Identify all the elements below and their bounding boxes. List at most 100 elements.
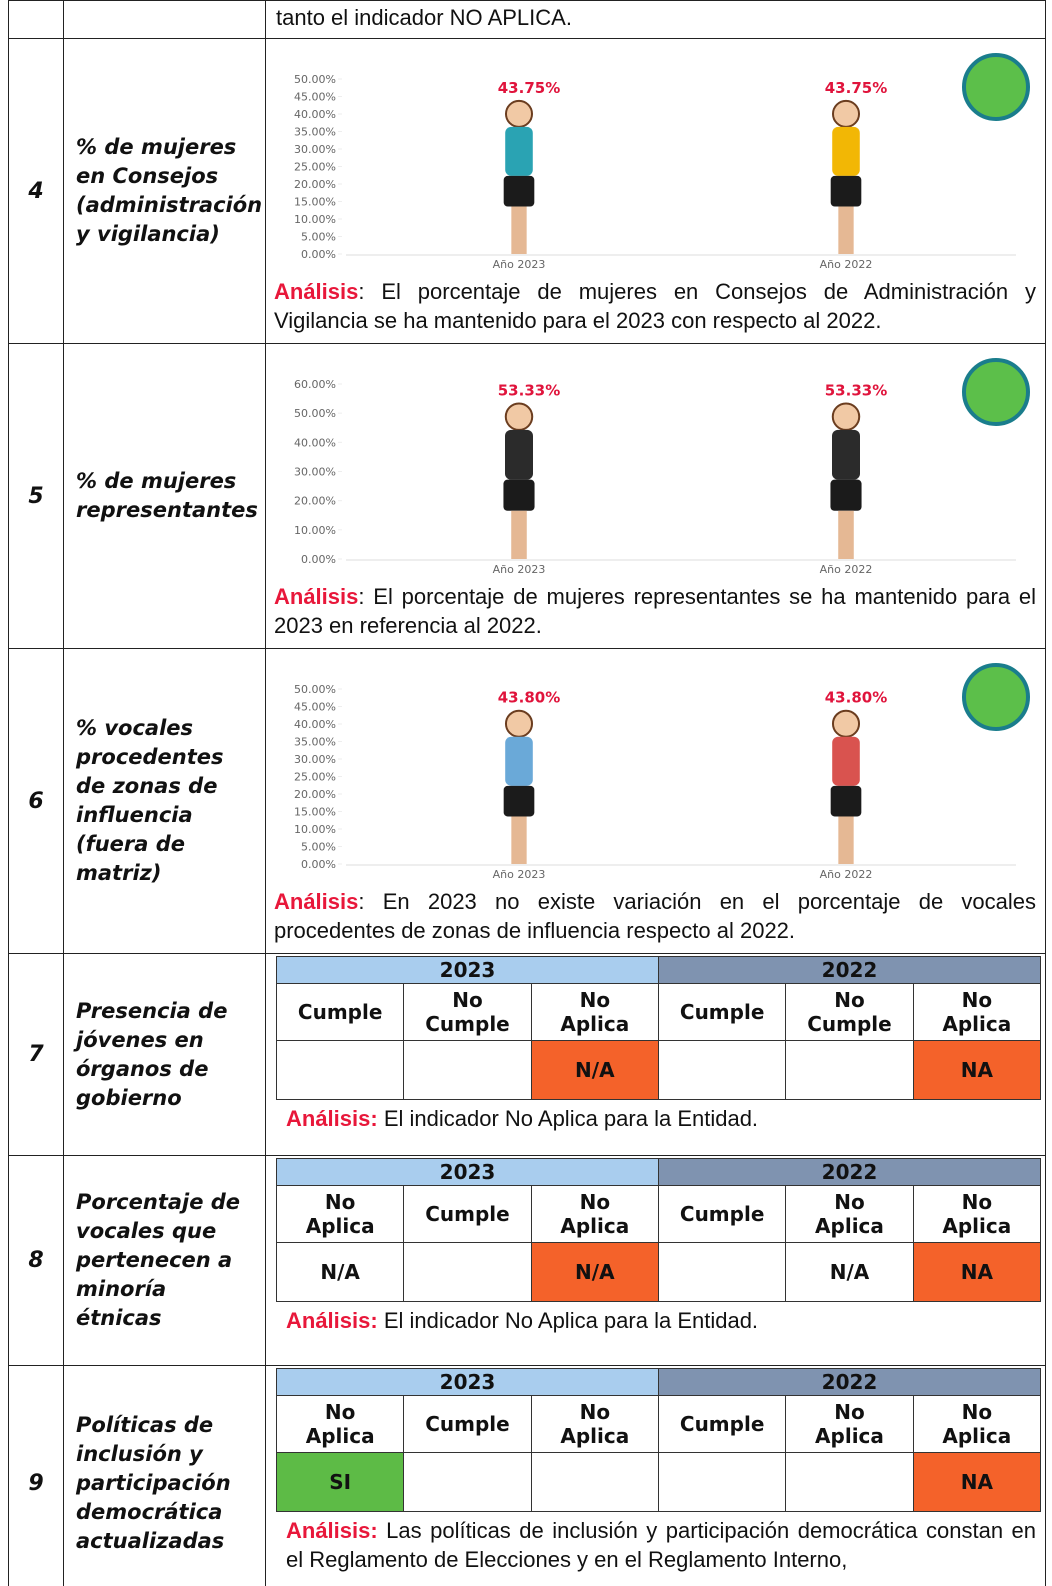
indicator-cell: Porcentaje de vocales que pertenecen a m… [63,1155,266,1366]
y-tick-label: 20.00% [294,495,336,508]
figure-legs [838,816,854,864]
indicator-cell: % vocales procedentes de zonas de influe… [63,648,266,954]
y-tick-label: 20.00% [294,178,336,191]
column-header: No Aplica [912,1395,1042,1453]
analysis: Análisis: Las políticas de inclusión y p… [286,1516,1036,1574]
status-indicator [962,358,1030,426]
column-header: No Aplica [530,983,659,1041]
header-text: Cumple [297,1000,383,1024]
number-cell: 7 [8,953,64,1156]
figure-skirt [503,785,535,817]
year-header: 2022 [657,956,1042,984]
column-header: No Aplica [275,1395,405,1453]
analysis: Análisis: El indicador No Aplica para la… [286,1306,1036,1335]
value-cell: N/A [530,1040,659,1100]
y-tick-label: 25.00% [294,771,336,784]
row-number: 6 [28,788,44,814]
x-tick-label: Año 2022 [820,563,873,576]
header-row: Cumple No Cumple No Aplica Cumple No Cumple N… [275,983,1042,1041]
analysis-text: : El porcentaje de mujeres representante… [274,584,1036,638]
column-header: No Aplica [530,1185,659,1243]
year-header: 2022 [657,1368,1042,1396]
header-text: No Aplica [942,988,1012,1036]
header-text: No Aplica [560,1190,630,1238]
y-tick-label: 15.00% [294,806,336,819]
value-label: 43.80% [498,689,560,707]
figure-skirt [503,479,535,511]
column-header: No Cumple [785,983,914,1041]
indicator-cell: % de mujeres en Consejos (administración… [63,38,266,344]
content-cell: 0.00% 5.00% 10.00% 15.00% 20.00% 25.00% 30.00%… [265,38,1046,344]
figure-head [831,99,861,128]
content-text: tanto el indicador NO APLICA. [276,5,572,30]
row-number: 9 [28,1470,44,1496]
value-cell [403,1040,532,1100]
indicator-cell [63,0,266,39]
number-cell: 4 [8,38,64,344]
x-tick-label: Año 2022 [820,258,873,271]
chart: 0.00% 5.00% 10.00% 15.00% 20.00% 25.00% 30.00%… [294,663,1030,881]
analysis-label: Análisis [274,584,359,609]
year-row: 2023 2022 [276,1368,1042,1396]
row-number: 8 [28,1248,44,1273]
chart: 0.00% 10.00% 20.00% 30.00% 40.00% 50.00% 60.00… [294,358,1030,576]
y-tick-label: 0.00% [301,248,336,261]
y-tick-label: 30.00% [294,466,336,479]
y-tick-label: 35.00% [294,736,336,749]
value-label: 43.80% [825,689,887,707]
chart: 0.00% 5.00% 10.00% 15.00% 20.00% 25.00% 30.00%… [294,53,1030,271]
status-table: 2023 2022 No Aplica Cumple No Aplica Cumple No… [275,1368,1042,1512]
y-tick-label: 30.00% [294,143,336,156]
column-header: No Aplica [912,983,1042,1041]
y-tick-label: 5.00% [301,841,336,854]
content-cell: 2023 2022 Cumple No Cumple No Aplica Cumple No… [265,953,1046,1156]
y-tick-label: 60.00% [294,378,336,391]
header-text: No Aplica [815,1190,884,1238]
figure-skirt [830,175,862,207]
y-tick-label: 50.00% [294,683,336,696]
column-header: No Aplica [275,1185,405,1243]
figure-body [505,736,533,786]
column-header: No Cumple [403,983,532,1041]
header-text: No Aplica [560,1400,630,1448]
header-text: Cumple [679,1412,765,1436]
analysis-label: Análisis [274,889,359,914]
value-cell [657,1452,787,1512]
y-tick-label: 45.00% [294,91,336,104]
year-row: 2023 2022 [276,1158,1042,1186]
value-label: 53.33% [498,381,560,399]
value-row: SI NA [275,1452,1042,1512]
pictograph [503,402,535,559]
column-header: Cumple [657,1185,787,1243]
figure-head [504,402,534,431]
column-header: No Aplica [530,1395,659,1453]
number-cell: 6 [8,648,64,954]
analysis-label: Análisis: [286,1106,378,1131]
analysis-text: El indicador No Aplica para la Entidad. [377,1106,759,1131]
figure-skirt [503,175,535,207]
status-table: 2023 2022 No Aplica Cumple No Aplica Cumple No… [275,1158,1042,1302]
value-cell: N/A [275,1242,405,1302]
y-tick-label: 15.00% [294,196,336,209]
indicator: % de mujeres en Consejos (administración… [76,135,263,246]
row-number: 4 [28,178,44,204]
y-tick-label: 25.00% [294,161,336,174]
status-table: 2023 2022 Cumple No Cumple No Aplica Cumple No… [275,956,1042,1100]
number-cell: 9 [8,1365,64,1586]
indicator: Políticas de inclusión y participación d… [76,1412,231,1553]
figure-body [832,429,860,480]
value-label: 43.75% [825,79,887,97]
analysis: Análisis: El indicador No Aplica para la… [286,1104,1036,1133]
header-text: Cumple [679,1202,765,1226]
indicator: % vocales procedentes de zonas de influe… [76,716,224,885]
value-label: 43.75% [498,79,560,97]
y-tick-label: 50.00% [294,73,336,86]
status-indicator [962,53,1030,121]
y-tick-label: 40.00% [294,718,336,731]
figure-body [832,126,860,176]
value-cell [403,1452,532,1512]
figure-body [505,429,533,480]
analysis-text: : En 2023 no existe variación en el porc… [274,889,1036,943]
figure-body [505,126,533,176]
